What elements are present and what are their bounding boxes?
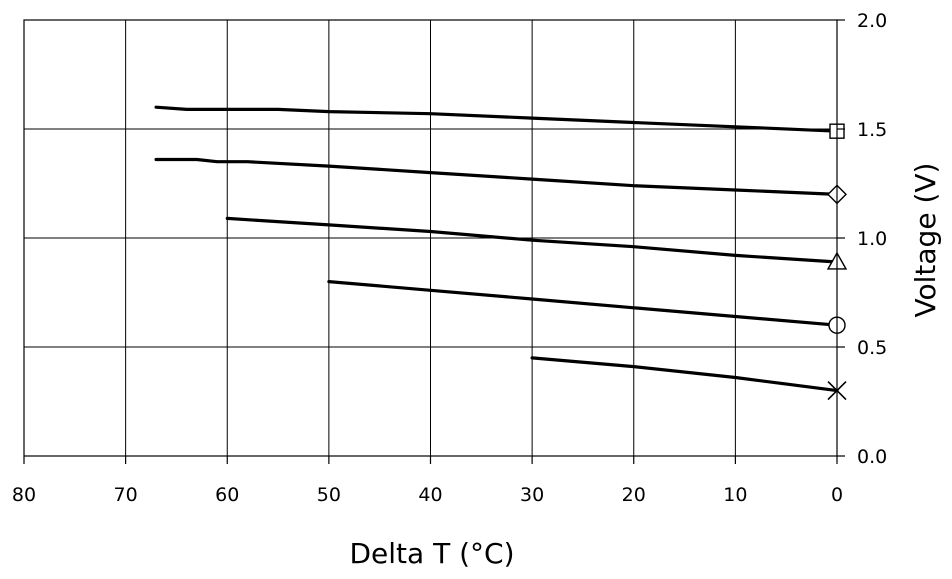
series-2: [225, 216, 848, 270]
grid: [23, 19, 838, 457]
series-1: [154, 157, 847, 205]
y-axis-title: Voltage (V): [909, 163, 942, 318]
y-tick-label-4: 2.0: [857, 10, 887, 32]
series-4: [530, 356, 847, 401]
x-tick-label-4: 40: [418, 484, 442, 506]
series-1-line: [154, 157, 839, 196]
x-axis-title: Delta T (°C): [349, 537, 514, 570]
y-tick-label-2: 1.0: [857, 228, 887, 250]
x-tick-label-1: 70: [114, 484, 138, 506]
x-tick-label-2: 60: [215, 484, 239, 506]
series-3: [327, 280, 846, 334]
y-tick-label-0: 0.0: [857, 446, 887, 468]
series-0-line: [154, 105, 839, 133]
x-tick-label-8: 0: [831, 484, 843, 506]
series-0: [154, 105, 845, 139]
axes: [23, 19, 845, 464]
tick-labels: 80 70 60 50 40 30 20 10 0 0.0 0.5 1.0 1.5 2.0: [12, 10, 887, 506]
x-tick-label-3: 50: [317, 484, 341, 506]
y-tick-label-3: 1.5: [857, 119, 887, 141]
series-layer: [154, 105, 848, 401]
y-tick-label-1: 0.5: [857, 337, 887, 359]
series-2-line: [225, 216, 839, 264]
x-tick-label-6: 20: [622, 484, 646, 506]
x-tick-label-0: 80: [12, 484, 36, 506]
series-3-line: [327, 280, 839, 327]
x-tick-label-7: 10: [723, 484, 747, 506]
series-4-line: [530, 356, 839, 393]
x-tick-label-5: 30: [520, 484, 544, 506]
